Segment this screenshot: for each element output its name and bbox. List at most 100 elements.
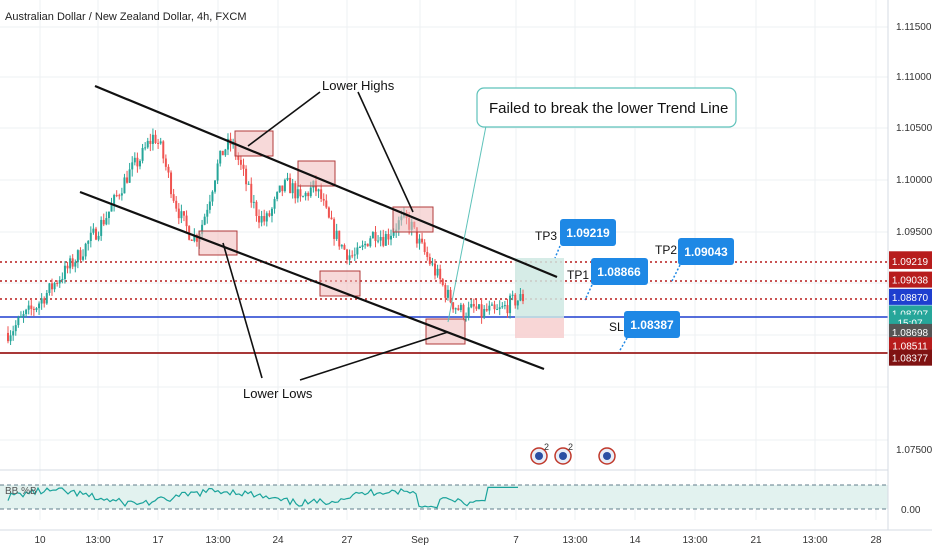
candle-body[interactable] bbox=[100, 219, 103, 236]
candle-body[interactable] bbox=[296, 189, 299, 199]
candle-body[interactable] bbox=[353, 254, 356, 256]
candle-body[interactable] bbox=[7, 332, 9, 342]
candle-body[interactable] bbox=[113, 195, 116, 205]
candle-body[interactable] bbox=[263, 216, 266, 222]
candle-body[interactable] bbox=[170, 172, 173, 195]
candle-body[interactable] bbox=[384, 234, 387, 246]
candle-body[interactable] bbox=[369, 238, 372, 247]
candle-body[interactable] bbox=[14, 325, 17, 332]
candle-body[interactable] bbox=[439, 268, 442, 280]
candle-body[interactable] bbox=[136, 157, 139, 167]
candle-body[interactable] bbox=[219, 150, 222, 164]
candle-body[interactable] bbox=[123, 177, 126, 194]
candle-body[interactable] bbox=[110, 204, 113, 212]
candle-body[interactable] bbox=[488, 305, 491, 311]
candle-body[interactable] bbox=[162, 141, 165, 159]
candle-body[interactable] bbox=[496, 309, 499, 311]
candle-body[interactable] bbox=[467, 307, 470, 317]
stop-loss-zone[interactable] bbox=[515, 318, 564, 338]
candle-body[interactable] bbox=[299, 189, 302, 197]
price-badge-2[interactable] bbox=[889, 252, 932, 269]
candle-body[interactable] bbox=[260, 216, 263, 223]
candle-body[interactable] bbox=[92, 228, 95, 233]
candle-body[interactable] bbox=[278, 185, 281, 193]
tp3-badge[interactable] bbox=[560, 219, 616, 246]
candle-body[interactable] bbox=[9, 335, 12, 342]
candle-body[interactable] bbox=[242, 164, 245, 169]
lower-low-box-1[interactable] bbox=[198, 230, 238, 256]
candle-body[interactable] bbox=[141, 147, 144, 161]
candle-body[interactable] bbox=[118, 195, 121, 197]
candle-body[interactable] bbox=[53, 283, 56, 290]
candle-body[interactable] bbox=[58, 280, 61, 284]
candle-body[interactable] bbox=[366, 243, 369, 247]
candle-body[interactable] bbox=[175, 200, 178, 209]
candle-body[interactable] bbox=[330, 217, 333, 220]
candle-body[interactable] bbox=[281, 185, 284, 192]
candle-body[interactable] bbox=[483, 308, 486, 318]
candle-body[interactable] bbox=[250, 183, 253, 203]
candle-body[interactable] bbox=[320, 189, 323, 199]
candle-body[interactable] bbox=[128, 169, 131, 183]
candle-body[interactable] bbox=[268, 213, 271, 216]
candle-body[interactable] bbox=[82, 256, 85, 260]
candle-body[interactable] bbox=[74, 262, 77, 267]
candle-body[interactable] bbox=[426, 252, 429, 258]
candle-body[interactable] bbox=[203, 216, 206, 225]
candle-body[interactable] bbox=[322, 198, 325, 201]
candle-body[interactable] bbox=[216, 163, 219, 181]
candle-body[interactable] bbox=[66, 265, 69, 269]
candle-body[interactable] bbox=[48, 283, 51, 294]
candle-body[interactable] bbox=[208, 201, 211, 210]
candle-body[interactable] bbox=[514, 294, 517, 306]
candle-body[interactable] bbox=[307, 192, 310, 197]
candle-body[interactable] bbox=[475, 306, 478, 309]
candle-body[interactable] bbox=[38, 303, 41, 309]
candle-body[interactable] bbox=[351, 255, 354, 257]
candle-body[interactable] bbox=[126, 177, 129, 183]
candle-body[interactable] bbox=[358, 247, 361, 249]
candle-body[interactable] bbox=[459, 304, 462, 311]
candle-body[interactable] bbox=[185, 215, 188, 227]
candle-body[interactable] bbox=[327, 207, 330, 218]
candle-body[interactable] bbox=[462, 304, 465, 318]
candle-body[interactable] bbox=[522, 294, 524, 302]
candle-body[interactable] bbox=[25, 309, 28, 315]
candle-body[interactable] bbox=[69, 258, 72, 269]
candle-body[interactable] bbox=[340, 245, 343, 247]
candle-body[interactable] bbox=[237, 156, 240, 160]
candle-body[interactable] bbox=[71, 258, 74, 267]
candle-body[interactable] bbox=[206, 209, 209, 217]
candle-body[interactable] bbox=[32, 308, 35, 311]
price-badge-10[interactable] bbox=[889, 349, 932, 366]
candle-body[interactable] bbox=[452, 302, 455, 310]
candle-body[interactable] bbox=[211, 191, 214, 202]
candle-body[interactable] bbox=[441, 279, 444, 286]
lower-trend-line[interactable] bbox=[79, 190, 545, 371]
candle-body[interactable] bbox=[294, 183, 297, 199]
tp1-badge[interactable] bbox=[591, 258, 648, 285]
price-badge-4[interactable] bbox=[889, 288, 932, 305]
price-badge-3[interactable] bbox=[889, 271, 932, 288]
candle-body[interactable] bbox=[195, 235, 198, 242]
candle-body[interactable] bbox=[17, 317, 20, 326]
candle-body[interactable] bbox=[446, 289, 449, 298]
candle-body[interactable] bbox=[226, 138, 229, 150]
sl-badge[interactable] bbox=[624, 311, 680, 338]
candle-body[interactable] bbox=[45, 293, 48, 304]
candle-body[interactable] bbox=[61, 278, 64, 281]
candle-body[interactable] bbox=[270, 208, 273, 216]
candle-body[interactable] bbox=[120, 193, 123, 196]
candle-body[interactable] bbox=[193, 235, 196, 241]
candle-body[interactable] bbox=[115, 195, 118, 197]
candle-body[interactable] bbox=[493, 304, 496, 310]
price-badge-8[interactable] bbox=[889, 323, 932, 340]
candle-body[interactable] bbox=[421, 238, 424, 243]
candle-body[interactable] bbox=[434, 263, 437, 276]
candle-body[interactable] bbox=[133, 157, 136, 163]
candle-body[interactable] bbox=[154, 134, 157, 143]
candle-body[interactable] bbox=[283, 179, 286, 192]
candle-body[interactable] bbox=[252, 201, 255, 203]
candle-body[interactable] bbox=[454, 308, 457, 310]
candle-body[interactable] bbox=[387, 234, 390, 240]
